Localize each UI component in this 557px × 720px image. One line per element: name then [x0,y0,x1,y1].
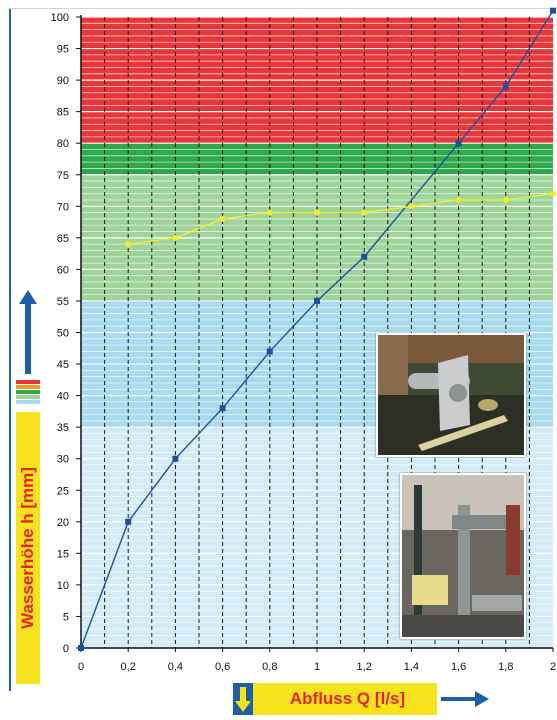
y-axis-label: Wasserhöhe h [mm] [18,467,37,629]
zone-swatch-red [16,380,40,384]
data-point [125,241,132,248]
down-arrow-icon [233,683,253,715]
y-axis-label-background [16,412,40,684]
y-tick-label: 55 [57,296,69,308]
zone-swatch-green [16,390,40,394]
y-tick-label: 45 [57,359,69,371]
y-tick-label: 20 [57,517,69,529]
series-line [128,192,554,245]
y-tick-label: 10 [57,580,69,592]
data-point [314,297,320,304]
y-tick-label: 40 [57,391,69,403]
x-axis-label-background [233,683,437,715]
x-tick-label: 2 [550,661,556,673]
y-tick-label: 75 [57,170,69,182]
data-point [78,645,84,651]
y-tick-label: 70 [57,201,69,213]
y-tick-label: 50 [57,328,69,340]
y-tick-label: 60 [57,264,69,276]
y-tick-label: 25 [57,485,69,497]
data-point [361,253,368,260]
y-tick-label: 95 [57,44,69,56]
data-point [361,209,368,216]
x-axis-label: Abfluss Q [l/s] [289,689,406,708]
zone-swatch-orange [16,385,40,389]
data-point [408,203,415,210]
y-tick-label: 35 [57,422,69,434]
data-point [502,196,509,203]
data-point [219,215,226,222]
data-point [314,209,320,216]
data-point [172,455,179,462]
x-tick-label: 0 [78,661,84,673]
data-point [172,234,179,241]
x-tick-label: 1,2 [357,661,372,673]
y-tick-label: 80 [57,138,69,150]
y-tick-label: 0 [63,643,69,655]
y-axis-label-container: Wasserhöhe h [mm] [16,412,40,684]
x-tick-label: 0,6 [215,661,230,673]
x-tick-labels: 0 0,2 0,4 0,6 0,8 1 1,2 1,4 1,6 1,8 2 [78,661,556,673]
data-point [266,348,273,355]
frame-top-border [9,8,557,9]
data-point [266,209,273,216]
x-tick-label: 0,2 [121,661,136,673]
zone-color-legend [16,380,40,405]
y-tick-label: 85 [57,107,69,119]
x-tick-label: 1,6 [451,661,466,673]
y-tick-label: 5 [63,611,69,623]
x-tick-label: 1,4 [404,661,419,673]
x-tick-label: 1,8 [498,661,513,673]
right-arrow-icon [441,691,489,707]
test-rig-photo [400,473,526,639]
frame-left-border [9,8,11,691]
x-tick-label: 0,4 [168,661,183,673]
zone-swatch-blue [16,400,40,404]
data-point [550,7,556,14]
y-tick-label: 90 [57,75,69,87]
data-point [550,190,556,197]
series-line [80,10,554,649]
y-tick-label: 30 [57,454,69,466]
x-tick-label: 1 [314,661,320,673]
data-point [455,196,462,203]
data-point [125,518,132,525]
y-tick-label: 65 [57,233,69,245]
data-point [219,405,226,412]
y-tick-labels: 0 5 10 15 20 25 30 35 40 45 50 55 60 65 70 75 80 85 90 95 10… [51,12,69,655]
series [78,7,556,651]
y-tick-label: 100 [51,12,69,24]
data-point [502,83,509,90]
up-arrow-icon [19,290,37,374]
data-point [455,140,462,147]
pipe-outlet-photo [376,333,526,457]
y-tick-label: 15 [57,548,69,560]
zone-swatch-light-green [16,395,40,399]
x-tick-label: 0,8 [262,661,277,673]
axes [76,15,554,652]
